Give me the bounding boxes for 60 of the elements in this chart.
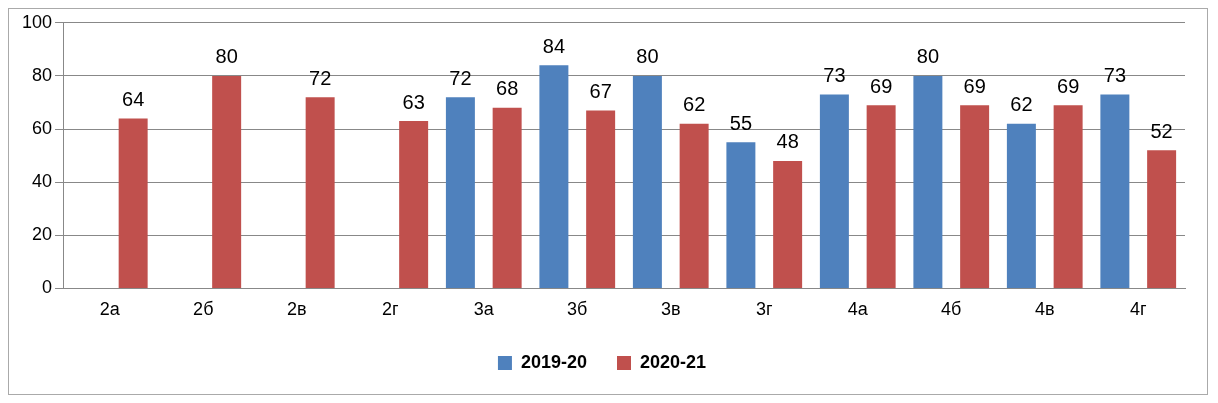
bar (866, 105, 896, 288)
legend-label: 2020-21 (640, 351, 707, 372)
bar (913, 75, 943, 288)
bar (679, 123, 709, 288)
x-tick-label: 2б (193, 299, 214, 320)
data-label: 72 (449, 66, 472, 89)
bar (1006, 123, 1036, 288)
x-tick-label: 2г (381, 299, 399, 320)
data-label: 69 (870, 74, 893, 97)
bar (118, 118, 148, 288)
bar (632, 75, 662, 288)
y-tick-label: 100 (21, 11, 53, 32)
y-tick-label: 0 (42, 277, 53, 298)
bar (773, 160, 803, 288)
y-tick-label: 60 (32, 118, 53, 139)
bar (960, 105, 990, 288)
data-label: 48 (776, 130, 799, 153)
data-label: 67 (589, 79, 612, 102)
x-tick-label: 3в (660, 299, 681, 320)
data-label: 69 (963, 74, 986, 97)
bar (1053, 105, 1083, 288)
data-label: 84 (542, 34, 566, 57)
data-label: 68 (496, 77, 519, 100)
x-tick-label: 4а (847, 299, 869, 320)
bar (305, 97, 335, 288)
y-tick-label: 80 (32, 64, 53, 85)
legend-label: 2019-20 (520, 351, 587, 372)
x-tick-label: 4б (941, 299, 962, 320)
bar (726, 142, 756, 288)
bar (492, 107, 522, 288)
bar (399, 121, 429, 288)
data-label: 63 (402, 90, 425, 113)
bar (212, 75, 242, 288)
bar (819, 94, 849, 288)
data-label: 80 (215, 45, 238, 68)
data-label: 52 (1150, 119, 1173, 142)
data-label: 62 (1010, 93, 1033, 116)
data-label: 73 (1103, 64, 1126, 87)
data-label: 72 (309, 66, 332, 89)
data-label: 80 (916, 45, 940, 68)
data-label: 62 (683, 93, 706, 116)
bar (586, 110, 616, 288)
data-label: 73 (823, 64, 846, 87)
x-tick-label: 2а (99, 299, 121, 320)
bar (1147, 150, 1177, 288)
data-label: 64 (122, 87, 145, 110)
data-label: 55 (729, 111, 753, 134)
x-tick-label: 3а (473, 299, 495, 320)
data-label: 69 (1057, 74, 1080, 97)
x-tick-label: 3г (755, 299, 773, 320)
bar (1100, 94, 1130, 288)
x-tick-label: 4в (1034, 299, 1055, 320)
x-tick-label: 2в (286, 299, 307, 320)
x-tick-label: 3б (567, 299, 588, 320)
y-tick-label: 40 (32, 171, 53, 192)
bar (539, 65, 569, 288)
y-tick-label: 20 (32, 224, 53, 245)
bar (445, 97, 475, 288)
x-tick-label: 4г (1129, 299, 1147, 320)
data-label: 80 (636, 45, 659, 68)
